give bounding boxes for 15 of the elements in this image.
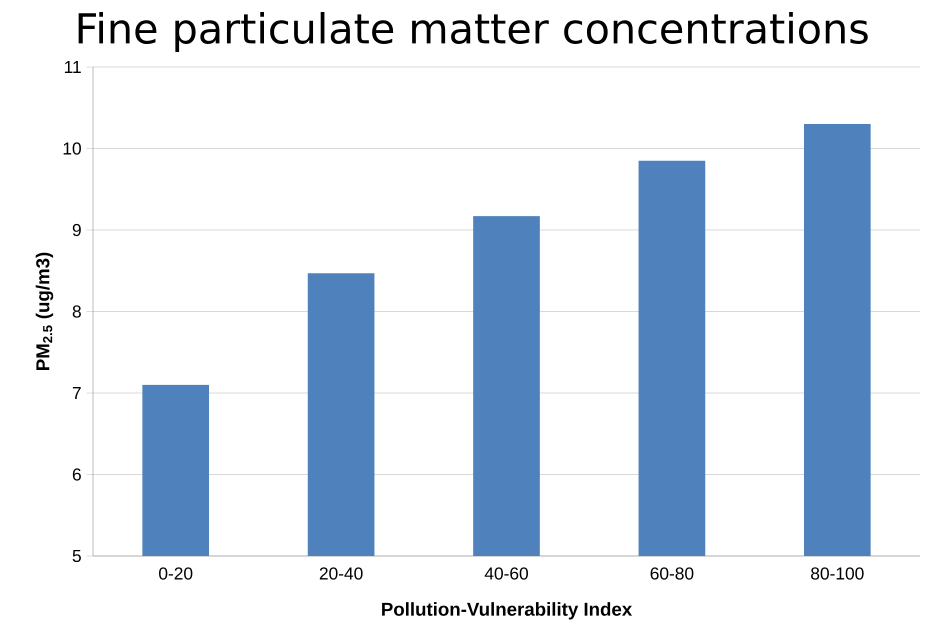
x-tick-label: 0-20	[159, 567, 192, 580]
y-tick-label: 10	[64, 142, 81, 155]
x-tick-label: 80-100	[811, 567, 864, 580]
y-tick-label: 11	[64, 61, 81, 73]
x-tick-label: 20-40	[320, 567, 363, 580]
y-tick-label: 6	[72, 468, 81, 481]
y-tick-label: 9	[72, 224, 81, 236]
y-axis-title: PM$_{2.5}$ (ug/m3)	[36, 252, 54, 370]
x-axis-title: Pollution-Vulnerability Index	[382, 602, 632, 620]
y-tick-label: 5	[72, 550, 81, 562]
y-tick-label: 7	[72, 387, 81, 399]
x-tick-label: 40-60	[484, 567, 528, 580]
chart-title: Fine particulate matter concentrations	[78, 12, 868, 52]
y-tick-label: 8	[72, 305, 81, 318]
x-tick-label: 60-80	[650, 567, 694, 580]
